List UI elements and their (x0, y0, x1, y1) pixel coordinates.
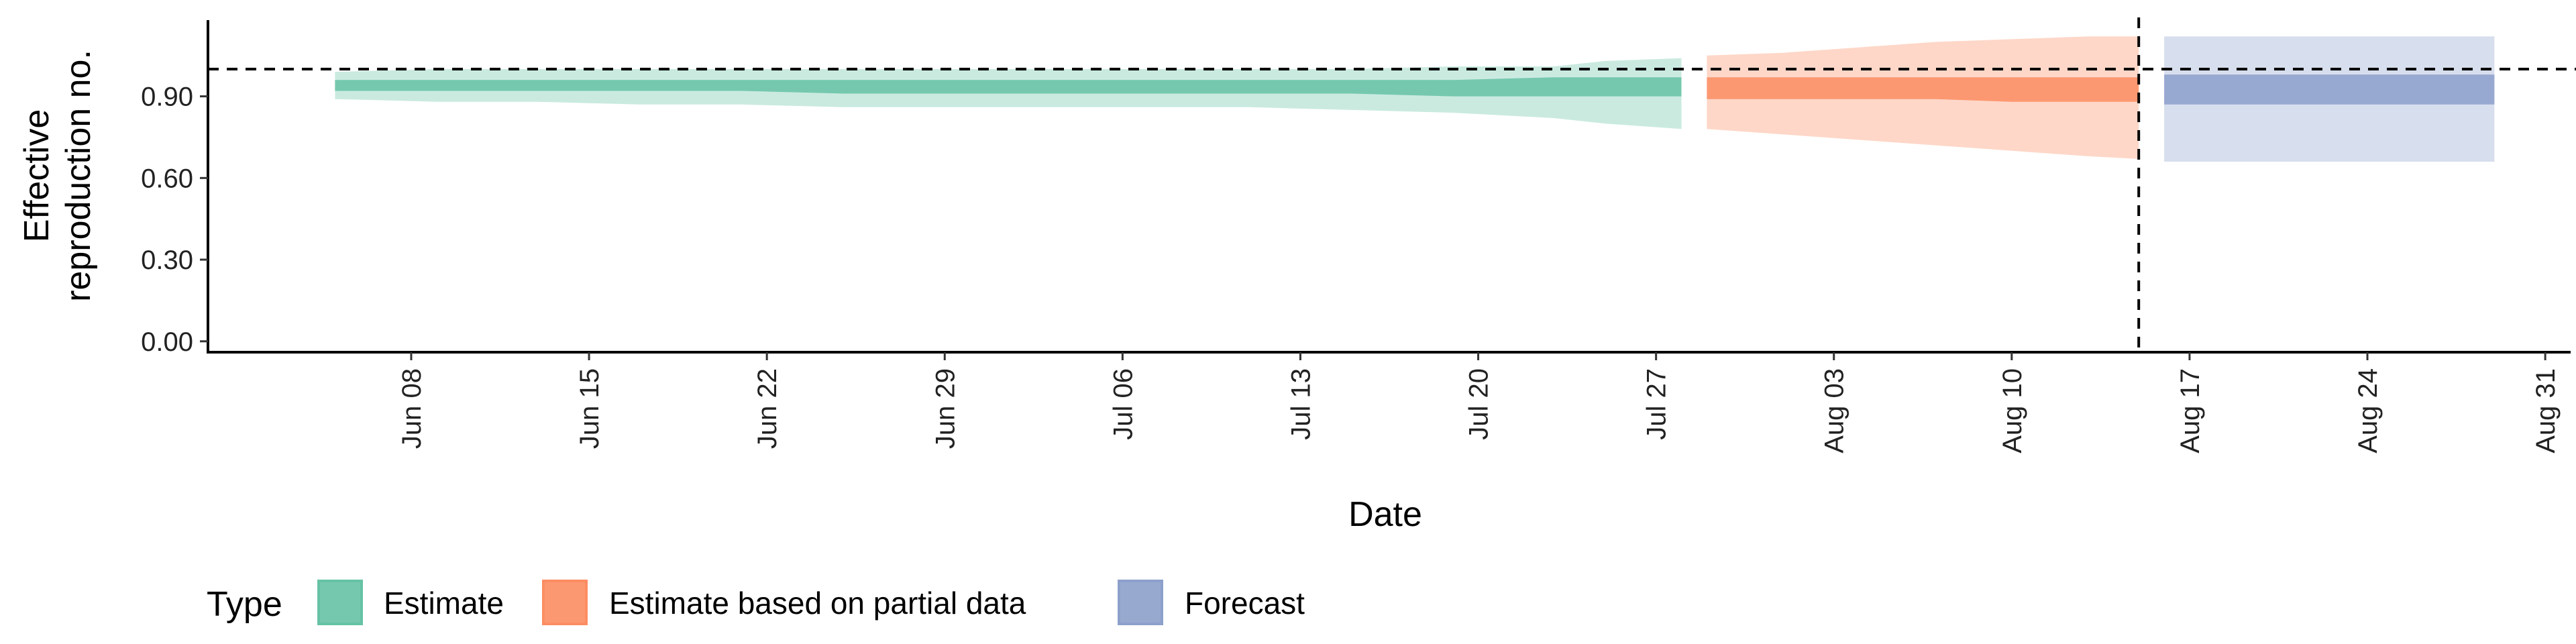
x-tick-label: Aug 03 (1820, 368, 1849, 453)
y-ticks: 0.00 0.30 0.60 0.90 (141, 83, 208, 357)
x-tick-label: Aug 31 (2531, 368, 2561, 453)
estimate-outer-band (335, 58, 1682, 129)
estimate-based-on-partial-data-legend-label: Estimate based on partial data (609, 586, 1026, 621)
y-axis-title-line-2: reproduction no. (59, 50, 98, 302)
legend: Type Estimate Estimate based on partial d… (207, 580, 1305, 625)
reference-lines (208, 17, 2576, 352)
x-tick-label: Jul 27 (1642, 368, 1672, 440)
estimate-legend-label: Estimate (384, 586, 504, 621)
estimate-inner-band (335, 77, 1682, 97)
estimate-based-on-partial-data-legend-swatch (542, 580, 588, 625)
x-tick-label: Jun 08 (397, 368, 427, 449)
estimate-based-on-partial-data-inner-band (1707, 77, 2139, 102)
y-tick-label: 0.90 (141, 83, 193, 112)
x-tick-label: Jul 13 (1287, 368, 1316, 440)
estimate-legend-swatch (317, 580, 363, 625)
y-tick-label: 0.00 (141, 327, 193, 357)
y-axis-title: Effective reproduction no. (17, 50, 98, 302)
y-tick-label: 0.60 (141, 164, 193, 193)
axes (207, 20, 2571, 354)
x-tick-label: Jul 20 (1464, 368, 1494, 440)
forecast-legend-swatch (1118, 580, 1163, 625)
x-tick-label: Jun 22 (753, 368, 782, 449)
y-tick-label: 0.30 (141, 246, 193, 275)
x-tick-label: Jun 29 (930, 368, 960, 449)
x-tick-label: Jul 06 (1108, 368, 1138, 440)
x-tick-label: Aug 24 (2353, 368, 2383, 453)
x-tick-label: Jun 15 (575, 368, 604, 449)
y-axis-title-line-1: Effective (17, 109, 56, 242)
forecast-legend-label: Forecast (1185, 586, 1305, 621)
legend-title: Type (207, 585, 282, 624)
plot-bands (335, 36, 2495, 162)
x-axis-title: Date (1348, 495, 1422, 534)
x-tick-label: Aug 17 (2176, 368, 2205, 453)
forecast-inner-band (2164, 74, 2495, 105)
x-ticks: Jun 08 Jun 15 Jun 22 Jun 29 Jul 06 Jul 13 Jul … (397, 352, 2561, 453)
x-tick-label: Aug 10 (1998, 368, 2027, 453)
